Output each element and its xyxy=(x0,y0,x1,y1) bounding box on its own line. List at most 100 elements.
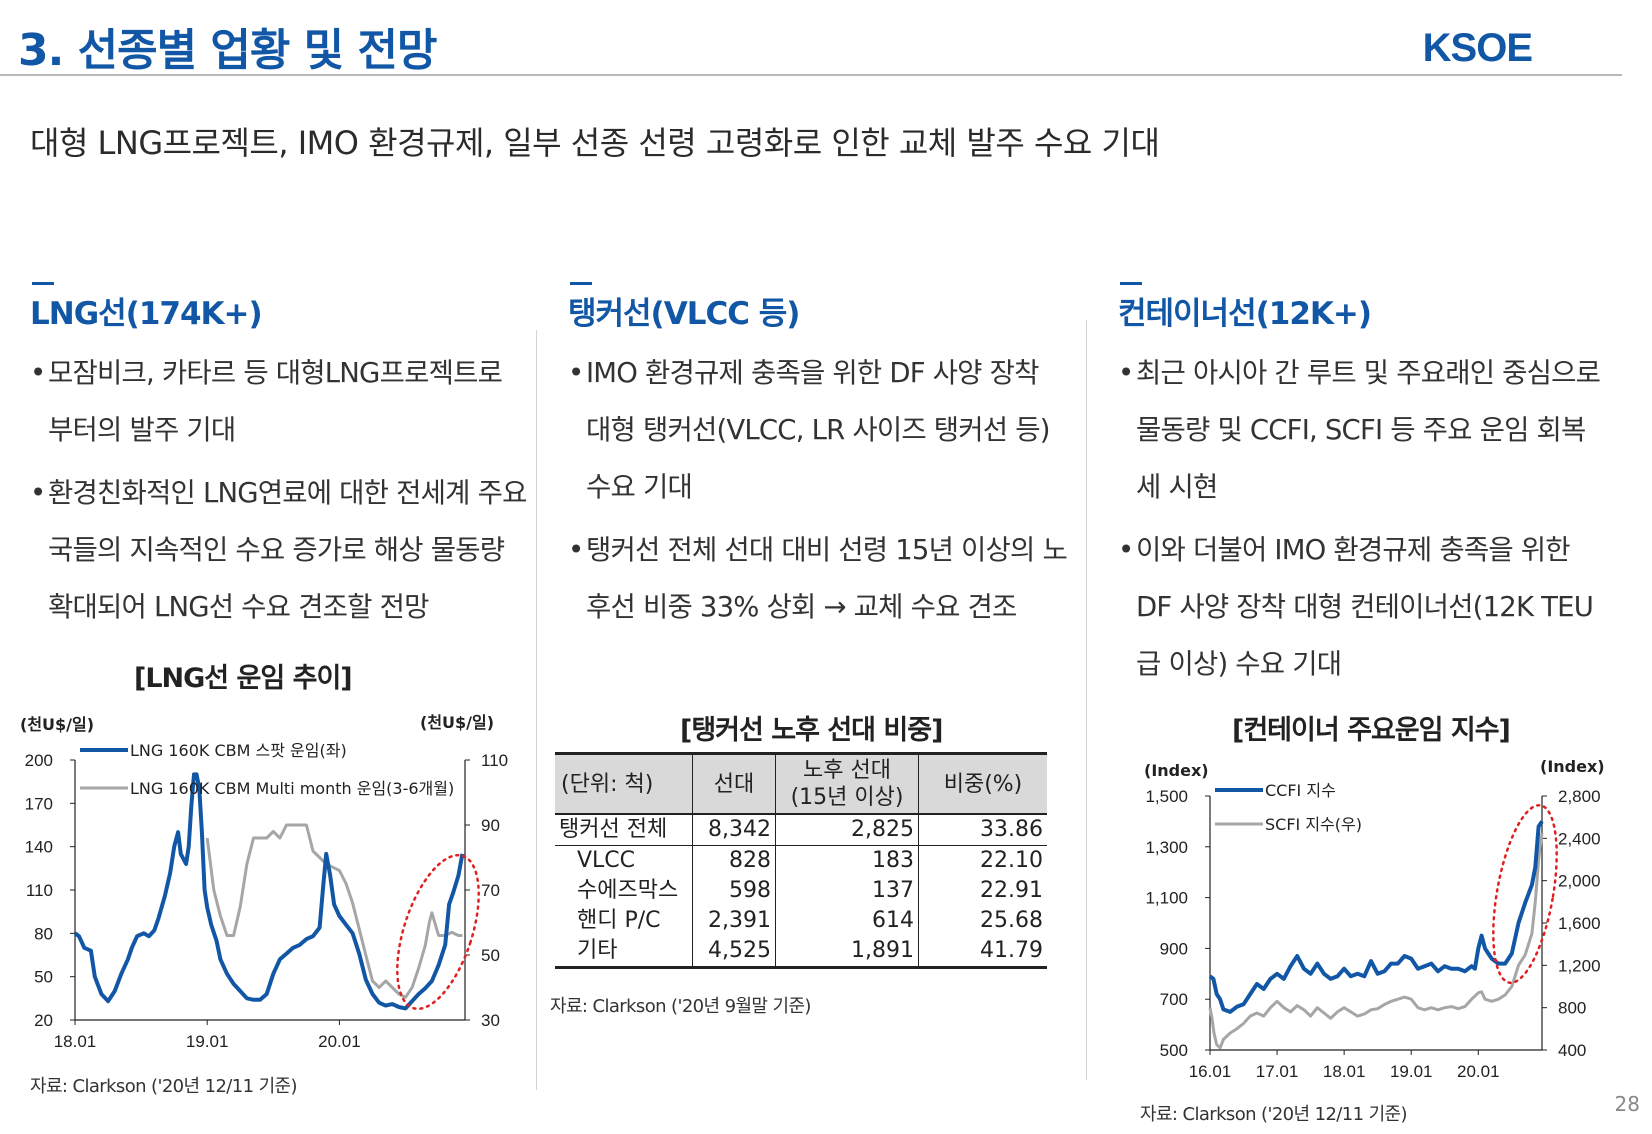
y-tick-label-right: 1,600 xyxy=(1558,914,1601,933)
y-tick-label-right: 30 xyxy=(481,1011,500,1030)
lng-chart-title: [LNG선 운임 추이] xyxy=(134,663,353,694)
table-cell: 기타 xyxy=(555,936,693,969)
x-tick-label: 16.01 xyxy=(1189,1062,1232,1081)
tanker-bullets: •IMO 환경규제 충족을 위한 DF 사양 장착 대형 탱커선(VLCC, L… xyxy=(568,345,1068,642)
y-tick-label-left: 80 xyxy=(34,924,53,943)
tanker-bullet-2-text: 탱커선 전체 선대 대비 선령 15년 이상의 노후선 비중 33% 상회 → … xyxy=(586,534,1068,623)
ksoe-logo: KSOE xyxy=(1422,26,1533,70)
lng-heading: LNG선(174K+) xyxy=(30,282,263,333)
y-tick-label-left: 140 xyxy=(25,838,53,857)
table-header-row: (단위: 척) 선대 노후 선대 (15년 이상) 비중(%) xyxy=(555,752,1047,815)
table-cell: 22.91 xyxy=(980,878,1043,903)
x-tick-label: 20.01 xyxy=(318,1032,361,1051)
heading-accent xyxy=(32,282,54,285)
container-bullets: •최근 아시아 간 루트 및 주요래인 중심으로 물동량 및 CCFI, SCF… xyxy=(1118,345,1608,699)
x-tick-label: 17.01 xyxy=(1256,1062,1299,1081)
x-tick-label: 19.01 xyxy=(1390,1062,1433,1081)
table-cell: 183 xyxy=(775,845,919,876)
table-header-unit: (단위: 척) xyxy=(555,752,693,815)
y-tick-label-left: 200 xyxy=(25,751,53,770)
table-cell: 598 xyxy=(692,876,776,906)
y-tick-label-left: 700 xyxy=(1160,990,1188,1009)
table-row: 수에즈막스 598 137 22.91 xyxy=(555,876,1047,906)
bullet-dot-icon: • xyxy=(30,477,46,509)
table-header-aged-fleet: 노후 선대 (15년 이상) xyxy=(775,752,919,815)
lng-bullet-2-text: 환경친화적인 LNG연료에 대한 전세계 주요국들의 지속적인 수요 증가로 해… xyxy=(48,477,527,623)
y-tick-label-left: 170 xyxy=(25,794,53,813)
y-tick-label-right: 2,000 xyxy=(1558,872,1601,891)
lng-bullets: •모잠비크, 카타르 등 대형LNG프로젝트로 부터의 발주 기대 •환경친화적… xyxy=(30,345,530,642)
column-divider-2 xyxy=(1086,320,1087,1080)
table-cell: 22.10 xyxy=(980,848,1043,873)
highlight-ellipse xyxy=(396,853,480,1011)
table-cell: 1,891 xyxy=(775,936,919,969)
table-cell: 137 xyxy=(775,876,919,906)
table-cell: 탱커선 전체 xyxy=(555,814,693,846)
y-unit-left: (Index) xyxy=(1144,761,1209,780)
tanker-heading-text: 탱커선(VLCC 등) xyxy=(568,296,800,332)
y-tick-label-right: 90 xyxy=(481,816,500,835)
container-heading: 컨테이너선(12K+) xyxy=(1118,282,1372,333)
table-cell: 828 xyxy=(692,845,776,876)
legend-label: LNG 160K CBM Multi month 운임(3-6개월) xyxy=(130,779,454,798)
y-tick-label-left: 110 xyxy=(26,881,53,900)
highlight-ellipse xyxy=(1492,803,1558,985)
y-unit-right: (Index) xyxy=(1540,757,1605,776)
container-bullet-2-text: 이와 더불어 IMO 환경규제 충족을 위한 DF 사양 장착 대형 컨테이너선… xyxy=(1136,534,1594,680)
lng-heading-text: LNG선(174K+) xyxy=(30,296,263,332)
container-plot-area: 1,500 1,300 1,100 900 700 500 2,800 2,400 2,000 1… xyxy=(1144,757,1605,1081)
tanker-bullet-2: •탱커선 전체 선대 대비 선령 15년 이상의 노후선 비중 33% 상회 →… xyxy=(568,522,1068,636)
legend-label: SCFI 지수(우) xyxy=(1265,815,1362,834)
bullet-dot-icon: • xyxy=(1118,534,1134,566)
heading-accent xyxy=(1120,282,1142,285)
page-subtitle: 대형 LNG프로젝트, IMO 환경규제, 일부 선종 선령 고령화로 인한 교… xyxy=(30,124,1160,162)
tanker-table-title: [탱커선 노후 선대 비중] xyxy=(680,715,943,746)
column-divider-1 xyxy=(536,330,537,1090)
table-cell: 614 xyxy=(775,906,919,936)
series-line-1 xyxy=(73,772,465,1011)
container-bullet-1-text: 최근 아시아 간 루트 및 주요래인 중심으로 물동량 및 CCFI, SCFI… xyxy=(1136,357,1601,503)
series-line-1 xyxy=(1208,820,1544,1014)
series-line-2 xyxy=(1208,832,1544,1050)
x-tick-label: 20.01 xyxy=(1457,1062,1500,1081)
lng-chart-source: 자료: Clarkson ('20년 12/11 기준) xyxy=(30,1076,298,1097)
title-divider xyxy=(0,74,1622,76)
tanker-heading: 탱커선(VLCC 등) xyxy=(568,282,800,333)
y-tick-label-right: 110 xyxy=(481,751,508,770)
y-tick-label-left: 20 xyxy=(34,1011,53,1030)
container-bullet-2: •이와 더불어 IMO 환경규제 충족을 위한 DF 사양 장착 대형 컨테이너… xyxy=(1118,522,1608,693)
y-tick-label-left: 1,100 xyxy=(1145,889,1188,908)
tanker-table: (단위: 척) 선대 노후 선대 (15년 이상) 비중(%) 탱커선 전체 8… xyxy=(555,752,1047,969)
table-cell: 41.79 xyxy=(918,936,1047,969)
legend-label: LNG 160K CBM 스팟 운임(좌) xyxy=(130,741,347,760)
tanker-table-source: 자료: Clarkson ('20년 9월말 기준) xyxy=(550,996,811,1017)
bullet-dot-icon: • xyxy=(568,534,584,566)
container-chart-title: [컨테이너 주요운임 지수] xyxy=(1232,715,1511,746)
tanker-bullet-1-text: IMO 환경규제 충족을 위한 DF 사양 장착 대형 탱커선(VLCC, LR… xyxy=(586,357,1050,503)
lng-bullet-1: •모잠비크, 카타르 등 대형LNG프로젝트로 부터의 발주 기대 xyxy=(30,345,530,459)
y-tick-label-left: 1,300 xyxy=(1145,838,1188,857)
table-cell: 25.68 xyxy=(980,908,1043,933)
table-row: 핸디 P/C 2,391 614 25.68 xyxy=(555,906,1047,936)
table-header-fleet: 선대 xyxy=(692,752,776,815)
table-cell: 33.86 xyxy=(918,814,1047,846)
y-tick-label-left: 50 xyxy=(34,968,53,987)
lng-chart: 200 170 140 110 80 50 20 110 90 70 50 30 18.01 19.01 2… xyxy=(20,713,508,1051)
y-tick-label-left: 1,500 xyxy=(1145,787,1188,806)
x-tick-label: 18.01 xyxy=(54,1032,97,1051)
lng-plot-area: 200 170 140 110 80 50 20 110 90 70 50 30 18.01 19.01 2… xyxy=(20,713,508,1051)
y-unit-right: (천U$/일) xyxy=(420,713,494,732)
y-tick-label-left: 900 xyxy=(1160,939,1188,958)
y-tick-label-right: 800 xyxy=(1558,999,1586,1018)
y-tick-label-right: 70 xyxy=(481,881,500,900)
legend-label: CCFI 지수 xyxy=(1265,781,1336,800)
y-tick-label-right: 2,400 xyxy=(1558,829,1601,848)
table-row: 기타 4,525 1,891 41.79 xyxy=(555,936,1047,969)
container-bullet-1: •최근 아시아 간 루트 및 주요래인 중심으로 물동량 및 CCFI, SCF… xyxy=(1118,345,1608,516)
bullet-dot-icon: • xyxy=(1118,357,1134,389)
table-row: 탱커선 전체 8,342 2,825 33.86 xyxy=(555,814,1047,846)
lng-bullet-1-text: 모잠비크, 카타르 등 대형LNG프로젝트로 부터의 발주 기대 xyxy=(48,357,503,446)
y-tick-label-right: 2,800 xyxy=(1558,787,1601,806)
y-unit-left: (천U$/일) xyxy=(20,715,94,734)
container-chart: 1,500 1,300 1,100 900 700 500 2,800 2,400 2,000 1… xyxy=(1144,757,1605,1081)
